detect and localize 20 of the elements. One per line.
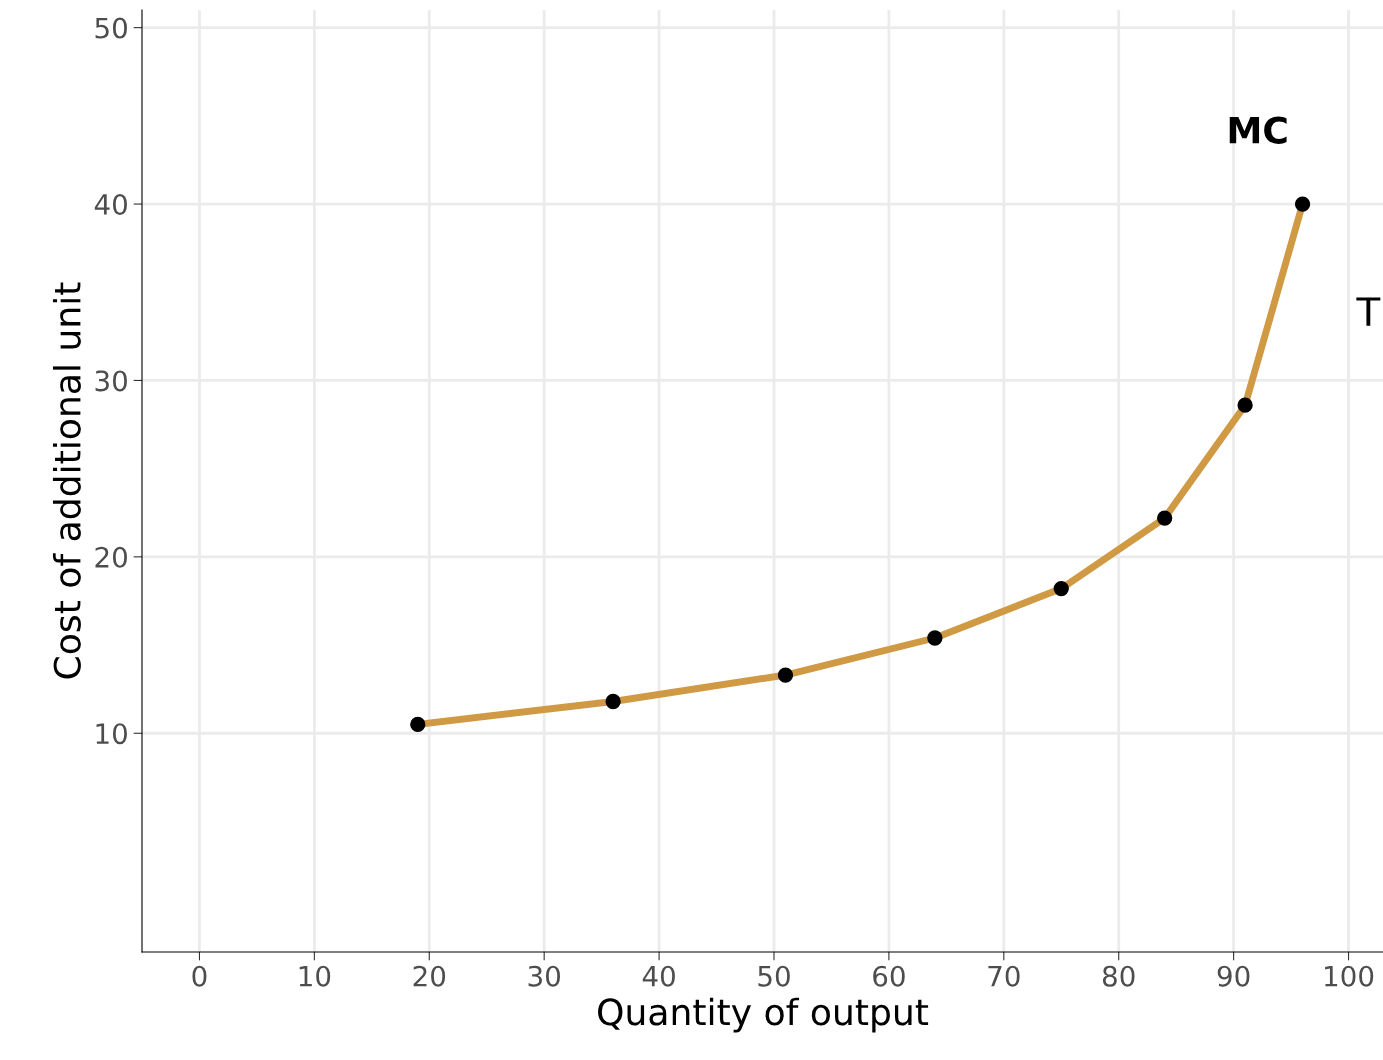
x-tick-label: 90 bbox=[1217, 965, 1250, 987]
x-tick-label: 60 bbox=[873, 965, 905, 987]
x-tick-label: 100 bbox=[1325, 965, 1374, 987]
x-tick-label: 70 bbox=[988, 965, 1020, 987]
y-tick-label: 50 bbox=[95, 17, 127, 39]
x-tick-label: 40 bbox=[642, 965, 675, 987]
y-tick-label: 10 bbox=[96, 723, 127, 745]
x-tick-label: 80 bbox=[1102, 965, 1135, 987]
x-axis-title: Quantity of output bbox=[598, 997, 929, 1033]
y-tick-label: 20 bbox=[95, 546, 127, 568]
y-axis-title: Cost of additional unit bbox=[52, 282, 81, 679]
x-tick-label: 10 bbox=[299, 965, 331, 987]
x-tick-label: 30 bbox=[528, 965, 560, 987]
y-tick-label: 40 bbox=[94, 193, 127, 215]
x-tick-label: 20 bbox=[413, 965, 446, 987]
annotation: MC bbox=[1229, 116, 1287, 144]
annotation: T bbox=[1356, 297, 1381, 326]
x-tick-label: 50 bbox=[758, 965, 790, 987]
y-tick-label: 30 bbox=[95, 370, 127, 392]
x-tick-label: 0 bbox=[192, 965, 207, 987]
